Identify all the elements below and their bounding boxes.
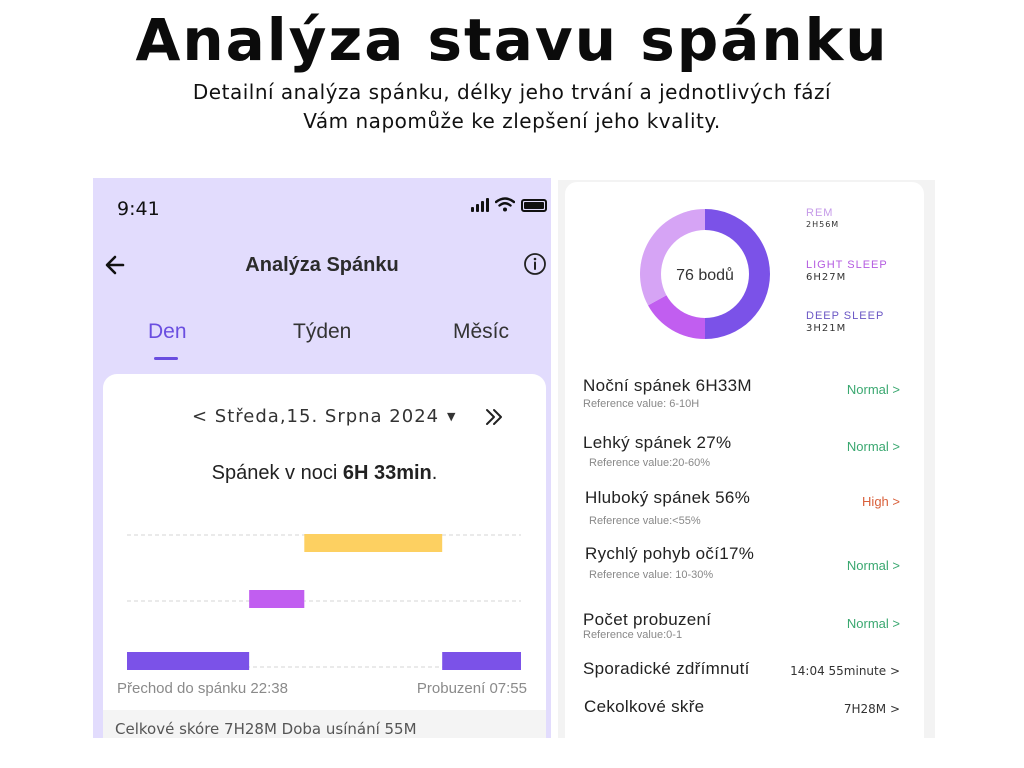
- metric-status[interactable]: Normal >: [846, 558, 900, 573]
- back-arrow-icon[interactable]: [103, 252, 129, 278]
- metric-total[interactable]: Cekolkové skře 7H28M >: [565, 697, 924, 741]
- metric-label: Cekolkové skře: [584, 697, 705, 716]
- metric-status[interactable]: High >: [862, 494, 900, 509]
- metric-reference: Reference value:<55%: [589, 515, 701, 527]
- metric-reference: Reference value:0-1: [583, 629, 683, 641]
- sleep-score-value: 76 bodů: [676, 266, 734, 284]
- legend-rem-value: 2H56M: [806, 220, 840, 229]
- summary-value: 6H 33min: [342, 462, 432, 484]
- total-score: Celkové skóre 7H28M Doba usínání 55M: [115, 720, 417, 738]
- active-tab-indicator: [154, 357, 178, 360]
- metric-label: Noční spánek 6H33M: [583, 376, 752, 395]
- signal-icon: [471, 198, 489, 212]
- metric-awakenings[interactable]: Počet probuzení Reference value:0-1 Norm…: [565, 610, 924, 654]
- metric-reference: Reference value: 6-10H: [583, 398, 700, 410]
- metric-night-sleep[interactable]: Noční spánek 6H33M Reference value: 6-10…: [565, 376, 924, 420]
- left-phone-screen: 9:41 Analýza Spánku Den Týden Měsíc < St…: [93, 178, 551, 738]
- sleep-times: Přechod do spánku 22:38 Probuzení 07:55: [117, 680, 527, 700]
- metric-reference: Reference value: 10-30%: [589, 569, 714, 581]
- date-dropdown-caret[interactable]: ▼: [447, 410, 456, 423]
- metric-status[interactable]: 14:04 55minute >: [790, 664, 900, 678]
- legend-rem: REM 2H56M: [806, 207, 839, 229]
- metric-label: Rychlý pohyb očí17%: [585, 544, 755, 563]
- status-icons: [471, 196, 547, 212]
- metric-naps[interactable]: Sporadické zdřímnutí 14:04 55minute >: [565, 659, 924, 703]
- status-time: 9:41: [117, 198, 160, 220]
- legend-light-sleep-value: 6H27M: [806, 272, 847, 283]
- info-icon[interactable]: [523, 252, 547, 276]
- wake-up-time: Probuzení 07:55: [416, 680, 527, 697]
- sleep-segment-middle-1: [249, 590, 305, 608]
- sleep-score-donut: 76 bodů: [640, 209, 770, 339]
- wifi-icon: [495, 197, 515, 212]
- metric-status[interactable]: 7H28M >: [843, 702, 900, 716]
- legend-deep-sleep-name: DEEP SLEEP: [806, 310, 885, 322]
- hero-subtitle-line2: Vám napomůže ke zlepšení jeho kvality.: [303, 109, 721, 133]
- metric-status[interactable]: Normal >: [846, 382, 900, 397]
- summary-prefix: Spánek v noci: [211, 462, 343, 484]
- battery-icon: [521, 199, 547, 212]
- legend-light-sleep-name: LIGHT SLEEP: [806, 259, 888, 271]
- metric-label: Hluboký spánek 56%: [585, 488, 751, 507]
- tab-den[interactable]: Den: [148, 320, 187, 343]
- legend-deep-sleep-value: 3H21M: [806, 323, 847, 334]
- sleep-stage-chart: [127, 534, 521, 670]
- metric-status[interactable]: Normal >: [846, 616, 900, 631]
- legend-rem-name: REM: [806, 207, 834, 219]
- double-chevron-right-icon[interactable]: [483, 406, 505, 428]
- legend-light-sleep: LIGHT SLEEP 6H27M: [806, 259, 888, 283]
- fall-asleep-time: Přechod do spánku 22:38: [117, 680, 288, 697]
- bottom-summary-strip: [103, 710, 546, 738]
- tab-mesic[interactable]: Měsíc: [453, 320, 510, 343]
- metric-label: Počet probuzení: [583, 610, 712, 629]
- sleep-summary: Spánek v noci 6H 33min.: [103, 462, 546, 485]
- sleep-segment-top-2: [304, 534, 443, 552]
- metric-light-sleep[interactable]: Lehký spánek 27% Reference value:20-60% …: [565, 433, 924, 477]
- day-sleep-card: < Středa,15. Srpna 2024 ▼ Spánek v noci …: [103, 374, 546, 738]
- legend-deep-sleep: DEEP SLEEP 3H21M: [806, 310, 884, 334]
- hero-title: Analýza stavu spánku: [135, 6, 889, 74]
- date-prev-button[interactable]: < Středa,15. Srpna 2024: [192, 406, 440, 427]
- sleep-segment-bottom-3: [442, 652, 521, 670]
- metric-reference: Reference value:20-60%: [589, 457, 711, 469]
- page-title: Analýza Spánku: [245, 254, 399, 276]
- tab-tyden[interactable]: Týden: [293, 320, 352, 343]
- metric-deep-sleep[interactable]: Hluboký spánek 56% Reference value:<55% …: [565, 488, 924, 532]
- metric-label: Sporadické zdřímnutí: [583, 659, 750, 678]
- metric-rem[interactable]: Rychlý pohyb očí17% Reference value: 10-…: [565, 544, 924, 588]
- metric-label: Lehký spánek 27%: [583, 433, 732, 452]
- summary-suffix: .: [431, 462, 438, 484]
- sleep-score-card: 76 bodů REM 2H56M LIGHT SLEEP 6H27M DEEP…: [565, 182, 924, 738]
- date-selector: < Středa,15. Srpna 2024 ▼: [103, 404, 546, 430]
- metric-status[interactable]: Normal >: [846, 439, 900, 454]
- hero-subtitle-line1: Detailní analýza spánku, délky jeho trvá…: [192, 80, 832, 104]
- sleep-segment-bottom-0: [127, 652, 250, 670]
